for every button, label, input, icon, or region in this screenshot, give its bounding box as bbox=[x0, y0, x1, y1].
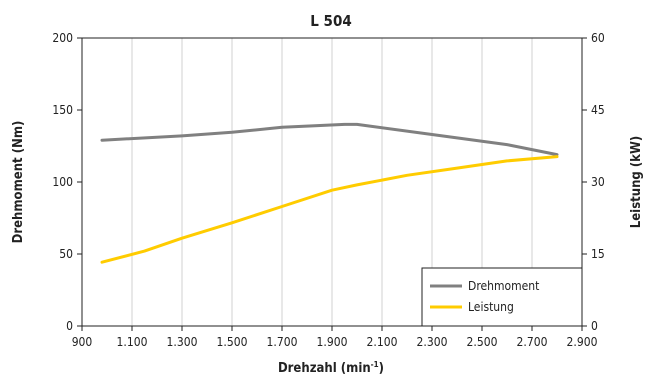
x-tick-label: 1.900 bbox=[317, 335, 348, 349]
legend: Drehmoment Leistung bbox=[421, 267, 583, 327]
x-axis-title: Drehzahl (min-1) bbox=[278, 360, 384, 376]
x-tick-label: 1.500 bbox=[217, 335, 248, 349]
series-layer bbox=[100, 122, 559, 264]
x-tick-label: 1.100 bbox=[117, 335, 148, 349]
y-tick-label-right: 45 bbox=[591, 103, 605, 117]
series-line-leistung bbox=[100, 155, 559, 264]
chart-title: L 504 bbox=[310, 12, 351, 30]
y-tick-label-right: 30 bbox=[591, 175, 605, 189]
legend-label-leistung: Leistung bbox=[468, 300, 514, 314]
x-tick-label: 900 bbox=[72, 335, 93, 349]
x-ticks: 900 1.100 1.300 1.500 1.700 1.900 2.100 2.300 2.… bbox=[72, 326, 598, 349]
x-tick-label: 2.300 bbox=[417, 335, 448, 349]
y-tick-label-left: 100 bbox=[52, 175, 73, 189]
x-axis-title-sup: -1 bbox=[371, 360, 379, 369]
y-tick-label-right: 60 bbox=[591, 31, 605, 45]
x-axis-title-main: Drehzahl (min bbox=[278, 361, 371, 376]
y-ticks-right: 0 15 30 45 60 bbox=[582, 31, 605, 333]
x-tick-label: 1.700 bbox=[267, 335, 298, 349]
x-axis-title-close: ) bbox=[379, 361, 384, 376]
y-tick-label-left: 50 bbox=[59, 247, 73, 261]
grid bbox=[131, 38, 533, 326]
x-tick-label: 2.700 bbox=[517, 335, 548, 349]
y-axis-title-left: Drehmoment (Nm) bbox=[11, 121, 26, 244]
x-tick-label: 2.100 bbox=[367, 335, 398, 349]
y-tick-label-left: 200 bbox=[52, 31, 73, 45]
legend-label-drehmoment: Drehmoment bbox=[468, 279, 539, 293]
y-tick-label-right: 15 bbox=[591, 247, 605, 261]
x-tick-label: 1.300 bbox=[167, 335, 198, 349]
x-tick-label: 2.500 bbox=[467, 335, 498, 349]
y-ticks-left: 0 50 100 150 200 bbox=[52, 31, 82, 333]
x-tick-label: 2.900 bbox=[567, 335, 598, 349]
legend-box bbox=[421, 267, 583, 327]
y-tick-label-left: 150 bbox=[52, 103, 73, 117]
series-line-drehmoment bbox=[100, 122, 559, 157]
y-tick-label-left: 0 bbox=[66, 319, 73, 333]
y-tick-label-right: 0 bbox=[591, 319, 598, 333]
y-axis-title-right: Leistung (kW) bbox=[629, 136, 644, 228]
